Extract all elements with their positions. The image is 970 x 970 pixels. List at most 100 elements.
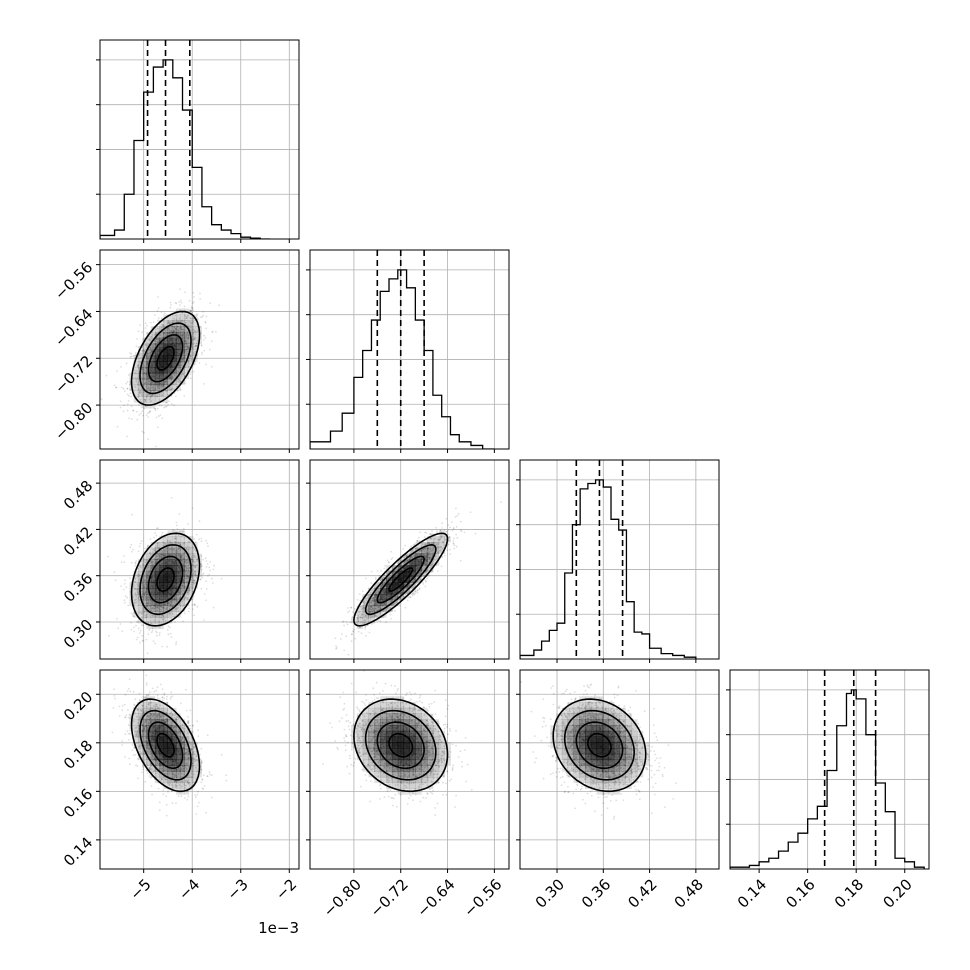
- scatter-point: [148, 628, 151, 631]
- scatter-point: [368, 607, 371, 610]
- density-cell: [368, 605, 375, 612]
- scatter-point: [399, 599, 401, 601]
- scatter-point: [367, 610, 370, 613]
- scatter-point: [381, 578, 383, 581]
- scatter-point: [129, 356, 132, 358]
- scatter-point: [162, 331, 165, 334]
- scatter-point: [138, 632, 141, 634]
- scatter-point: [146, 605, 149, 608]
- scatter-point: [159, 551, 162, 553]
- scatter-point: [161, 531, 164, 534]
- histogram-step: [100, 59, 270, 239]
- scatter-point: [374, 576, 377, 579]
- density-cell: [159, 617, 164, 624]
- scatter-point: [145, 602, 148, 605]
- scatter-point: [389, 613, 392, 616]
- scatter-point: [381, 584, 384, 586]
- scatter-point: [136, 377, 139, 380]
- scatter-point: [152, 387, 155, 390]
- scatter-point: [144, 592, 147, 594]
- panel-content: [100, 250, 299, 449]
- density-cell: [142, 349, 147, 356]
- density-cell: [137, 605, 143, 612]
- scatter-point: [174, 330, 177, 333]
- scatter-point: [168, 327, 170, 329]
- scatter-point: [184, 382, 187, 385]
- scatter-point: [183, 612, 186, 615]
- scatter-point: [420, 545, 422, 548]
- scatter-point: [144, 398, 147, 401]
- scatter-point: [153, 607, 155, 610]
- scatter-point: [205, 588, 208, 590]
- scatter-point: [139, 566, 142, 569]
- density-cell: [184, 565, 190, 572]
- density-cell: [176, 331, 181, 339]
- scatter-point: [144, 610, 146, 613]
- scatter-point: [410, 545, 412, 548]
- scatter-point: [125, 362, 128, 365]
- scatter-point: [190, 309, 193, 312]
- scatter-point: [420, 549, 423, 552]
- scatter-point: [132, 585, 135, 588]
- scatter-point: [194, 338, 196, 340]
- scatter-point: [367, 587, 370, 589]
- scatter-point: [189, 362, 191, 365]
- scatter-point: [105, 374, 108, 377]
- density-cell: [142, 372, 147, 380]
- scatter-point: [192, 579, 195, 582]
- scatter-point: [362, 606, 365, 609]
- scatter-point: [212, 568, 215, 571]
- scatter-point: [345, 635, 348, 638]
- scatter-point: [383, 581, 386, 583]
- scatter-point: [156, 407, 159, 410]
- density-cell: [146, 622, 151, 630]
- scatter-point: [159, 338, 161, 341]
- scatter-point: [218, 304, 221, 307]
- scatter-point: [149, 569, 152, 572]
- scatter-point: [439, 529, 442, 532]
- scatter-point: [165, 405, 168, 408]
- density-cell: [150, 361, 156, 368]
- scatter-point: [155, 630, 157, 633]
- scatter-point: [180, 555, 182, 558]
- scatter-point: [164, 604, 167, 607]
- scatter-point: [119, 400, 122, 403]
- contour-line: [139, 322, 192, 395]
- scatter-point: [184, 559, 187, 561]
- scatter-point: [142, 639, 144, 642]
- scatter-point: [144, 400, 147, 402]
- scatter-point: [412, 550, 414, 553]
- scatter-point: [194, 573, 196, 576]
- scatter-point: [375, 615, 378, 617]
- density-cell: [142, 617, 147, 624]
- scatter-point: [165, 380, 167, 383]
- scatter-point: [146, 363, 149, 366]
- scatter-point: [130, 395, 132, 398]
- scatter-point: [180, 357, 183, 360]
- scatter-point: [411, 557, 414, 559]
- scatter-point: [439, 535, 442, 538]
- scatter-point: [429, 537, 432, 540]
- scatter-point: [215, 330, 217, 333]
- scatter-point: [191, 585, 194, 588]
- density-cell: [150, 617, 156, 624]
- scatter-point: [206, 574, 209, 577]
- density-cell: [184, 570, 190, 578]
- scatter-point: [188, 566, 191, 569]
- scatter-point: [431, 533, 434, 536]
- scatter-point: [432, 546, 435, 549]
- scatter-point: [404, 544, 406, 547]
- scatter-point: [191, 574, 194, 577]
- density-cell: [176, 559, 181, 566]
- scatter-point: [134, 592, 137, 595]
- scatter-point: [372, 597, 375, 600]
- scatter-point: [141, 394, 143, 396]
- scatter-point: [357, 615, 360, 617]
- scatter-point: [159, 605, 161, 608]
- density-cell: [180, 576, 185, 583]
- scatter-point: [148, 393, 151, 396]
- scatter-point: [155, 634, 158, 637]
- scatter-point: [158, 714, 161, 717]
- scatter-point: [140, 612, 143, 615]
- scatter-point: [358, 626, 361, 628]
